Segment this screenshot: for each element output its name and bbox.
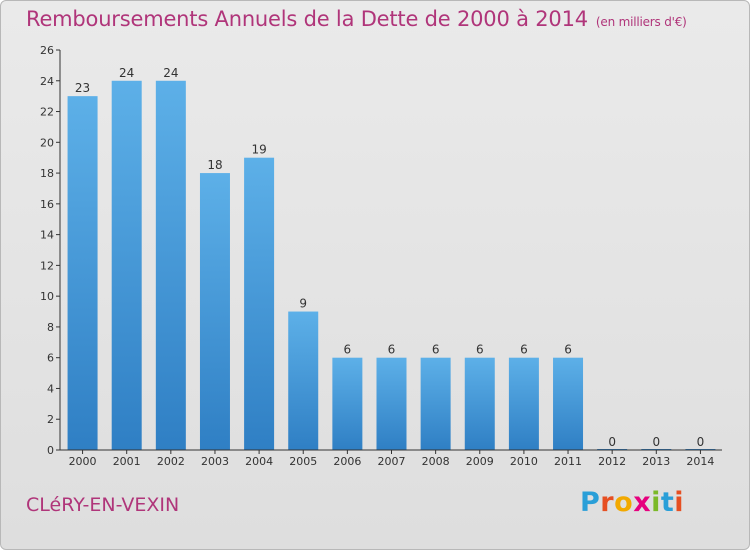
y-tick-label: 8 <box>47 321 54 334</box>
x-tick-label: 2010 <box>510 455 538 468</box>
bar <box>464 357 495 450</box>
x-tick-label: 2013 <box>642 455 670 468</box>
bar <box>420 357 451 450</box>
logo-letter: r <box>600 487 615 518</box>
bar-value-label: 24 <box>163 66 178 80</box>
logo-letter: x <box>633 487 652 518</box>
x-tick-label: 2011 <box>554 455 582 468</box>
bar-value-label: 0 <box>697 435 705 449</box>
x-tick-label: 2009 <box>466 455 494 468</box>
y-tick-label: 20 <box>40 136 54 149</box>
x-tick-label: 2000 <box>69 455 97 468</box>
bar-value-label: 6 <box>564 343 572 357</box>
y-tick-label: 0 <box>47 444 54 457</box>
bar-value-label: 19 <box>251 143 266 157</box>
bar-value-label: 6 <box>344 343 352 357</box>
chart-title: Remboursements Annuels de la Dette de 20… <box>26 7 687 31</box>
x-tick-label: 2002 <box>157 455 185 468</box>
bar-value-label: 24 <box>119 66 134 80</box>
bar-value-label: 9 <box>299 297 307 311</box>
y-tick-label: 4 <box>47 382 54 395</box>
bar <box>553 357 584 450</box>
x-tick-label: 2012 <box>598 455 626 468</box>
y-tick-label: 2 <box>47 413 54 426</box>
bar <box>199 173 230 451</box>
bar-value-label: 6 <box>476 343 484 357</box>
bar-value-label: 0 <box>652 435 660 449</box>
bar-value-label: 18 <box>207 158 222 172</box>
x-tick-label: 2003 <box>201 455 229 468</box>
chart-title-text: Remboursements Annuels de la Dette de 20… <box>26 7 588 31</box>
logo-letter: o <box>614 487 634 518</box>
y-tick-label: 10 <box>40 290 54 303</box>
bar-value-label: 0 <box>608 435 616 449</box>
bar <box>508 357 539 450</box>
chart-unit: (en milliers d'€) <box>595 15 687 29</box>
bar <box>376 357 407 450</box>
bar-value-label: 6 <box>388 343 396 357</box>
bar <box>288 311 319 450</box>
y-tick-label: 22 <box>40 106 54 119</box>
y-tick-label: 6 <box>47 352 54 365</box>
logo-letter: i <box>651 487 661 518</box>
y-tick-label: 12 <box>40 259 54 272</box>
y-tick-label: 14 <box>40 229 54 242</box>
x-tick-label: 2006 <box>333 455 361 468</box>
x-tick-label: 2005 <box>289 455 317 468</box>
bar <box>244 157 275 450</box>
proxiti-logo: Proxiti <box>580 487 684 518</box>
x-tick-label: 2004 <box>245 455 273 468</box>
x-tick-label: 2014 <box>686 455 714 468</box>
logo-letter: i <box>674 487 685 518</box>
x-tick-label: 2001 <box>113 455 141 468</box>
bar-value-label: 6 <box>520 343 528 357</box>
logo-letter: t <box>660 487 675 518</box>
y-tick-label: 16 <box>40 198 54 211</box>
bar-value-label: 23 <box>75 81 90 95</box>
y-tick-label: 24 <box>40 75 54 88</box>
bar <box>155 80 186 451</box>
commune-name: CLéRY-EN-VEXIN <box>26 494 180 516</box>
x-tick-label: 2008 <box>422 455 450 468</box>
x-tick-label: 2007 <box>378 455 406 468</box>
y-tick-label: 18 <box>40 167 54 180</box>
bar <box>111 80 142 451</box>
y-tick-label: 26 <box>40 44 54 57</box>
bar <box>67 96 98 451</box>
logo-letter: P <box>580 487 601 518</box>
bar-value-label: 6 <box>432 343 440 357</box>
bar <box>332 357 363 450</box>
